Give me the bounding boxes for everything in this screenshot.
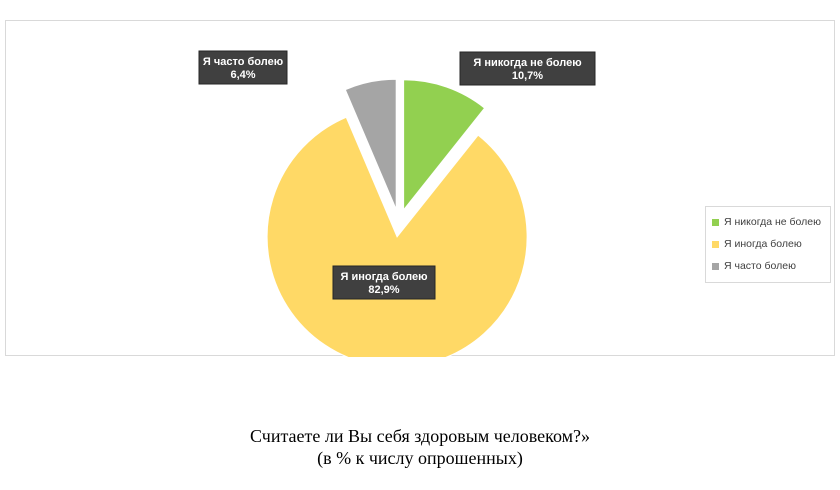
data-label-category-sometimes: Я иногда болею <box>340 271 427 283</box>
legend-item-never: Я никогда не болею <box>712 211 830 233</box>
legend-item-often: Я часто болею <box>712 255 830 277</box>
data-label-box-never <box>459 51 596 86</box>
legend-swatch-often <box>712 262 719 270</box>
data-label-box-sometimes <box>332 265 436 300</box>
chart-frame: Я никогда не болею 10,7% Я иногда болею 82,… <box>5 20 835 357</box>
chart-caption: Считаете ли Вы себя здоровым человеком?»… <box>0 425 840 469</box>
legend-swatch-sometimes <box>712 240 719 248</box>
caption-line-2: (в % к числу опрошенных) <box>317 448 523 468</box>
caption-line-1: Считаете ли Вы себя здоровым человеком?» <box>250 426 590 446</box>
legend-label-often: Я часто болею <box>724 260 796 272</box>
data-label-value-never: 10,7% <box>512 70 543 82</box>
legend-label-sometimes: Я иногда болею <box>724 238 802 250</box>
legend-label-never: Я никогда не болею <box>724 216 821 228</box>
data-label-category-often: Я часто болею <box>203 56 283 68</box>
pie-slice-sometimes <box>266 116 528 357</box>
legend-item-sometimes: Я иногда болею <box>712 233 830 255</box>
data-label-box-often <box>198 50 288 85</box>
legend-swatch-never <box>712 218 719 226</box>
data-label-category-never: Я никогда не болею <box>473 57 581 69</box>
data-label-value-often: 6,4% <box>230 69 255 81</box>
legend: Я никогда не болею Я иногда болею Я част… <box>705 206 831 283</box>
data-label-value-sometimes: 82,9% <box>368 284 399 296</box>
pie-slice-often <box>344 78 397 210</box>
pie-slice-never <box>403 79 486 212</box>
